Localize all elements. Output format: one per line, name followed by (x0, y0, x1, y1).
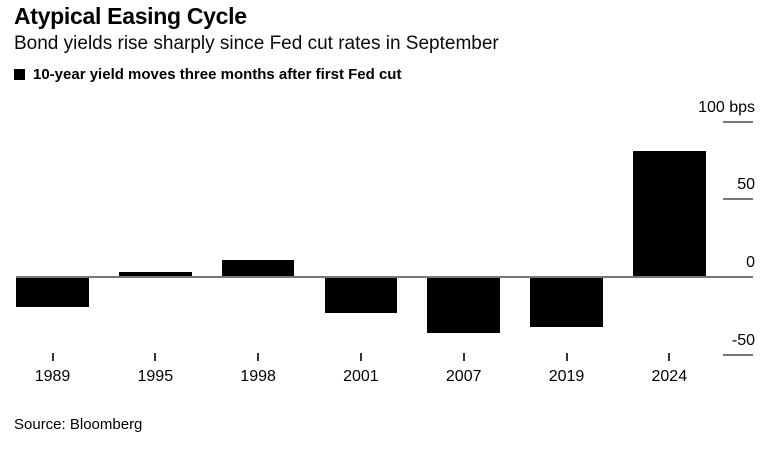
bar-2001 (324, 277, 398, 313)
x-axis-label: 1998 (240, 368, 276, 385)
x-axis-tick (565, 353, 568, 361)
chart-subtitle: Bond yields rise sharply since Fed cut r… (14, 33, 499, 54)
x-axis-label: 1989 (34, 368, 71, 385)
y-axis-tick (723, 120, 753, 123)
bar-1998 (221, 259, 295, 277)
legend-label: 10-year yield moves three months after f… (33, 66, 402, 83)
x-axis-tick (257, 353, 260, 361)
zero-baseline (16, 276, 753, 278)
x-axis-label: 2007 (445, 368, 482, 385)
y-axis-label: -50 (731, 331, 755, 349)
x-axis-tick (462, 353, 465, 361)
x-axis-label: 1995 (137, 368, 174, 385)
x-axis-tick (154, 353, 157, 361)
y-axis-label: 100 bps (698, 98, 755, 116)
x-axis-tick (359, 353, 362, 361)
x-axis-label: 2001 (343, 368, 379, 385)
x-axis-tick (51, 353, 54, 361)
bar-2019 (530, 277, 603, 327)
bar-1989 (16, 277, 89, 307)
source-note: Source: Bloomberg (14, 416, 143, 433)
bar-2007 (427, 277, 500, 333)
x-axis-label: 2019 (548, 368, 585, 385)
y-axis-tick (723, 353, 753, 356)
x-axis-tick (668, 353, 671, 361)
y-axis-label: 50 (737, 176, 755, 194)
legend-swatch-icon (14, 69, 25, 80)
y-axis-tick (723, 198, 753, 201)
x-axis-label: 2024 (651, 368, 688, 385)
chart-title: Atypical Easing Cycle (14, 3, 247, 29)
legend: 10-year yield moves three months after f… (14, 66, 401, 83)
y-axis-label: 0 (746, 254, 755, 271)
bar-1995 (119, 272, 192, 277)
bar-2024 (633, 151, 706, 277)
